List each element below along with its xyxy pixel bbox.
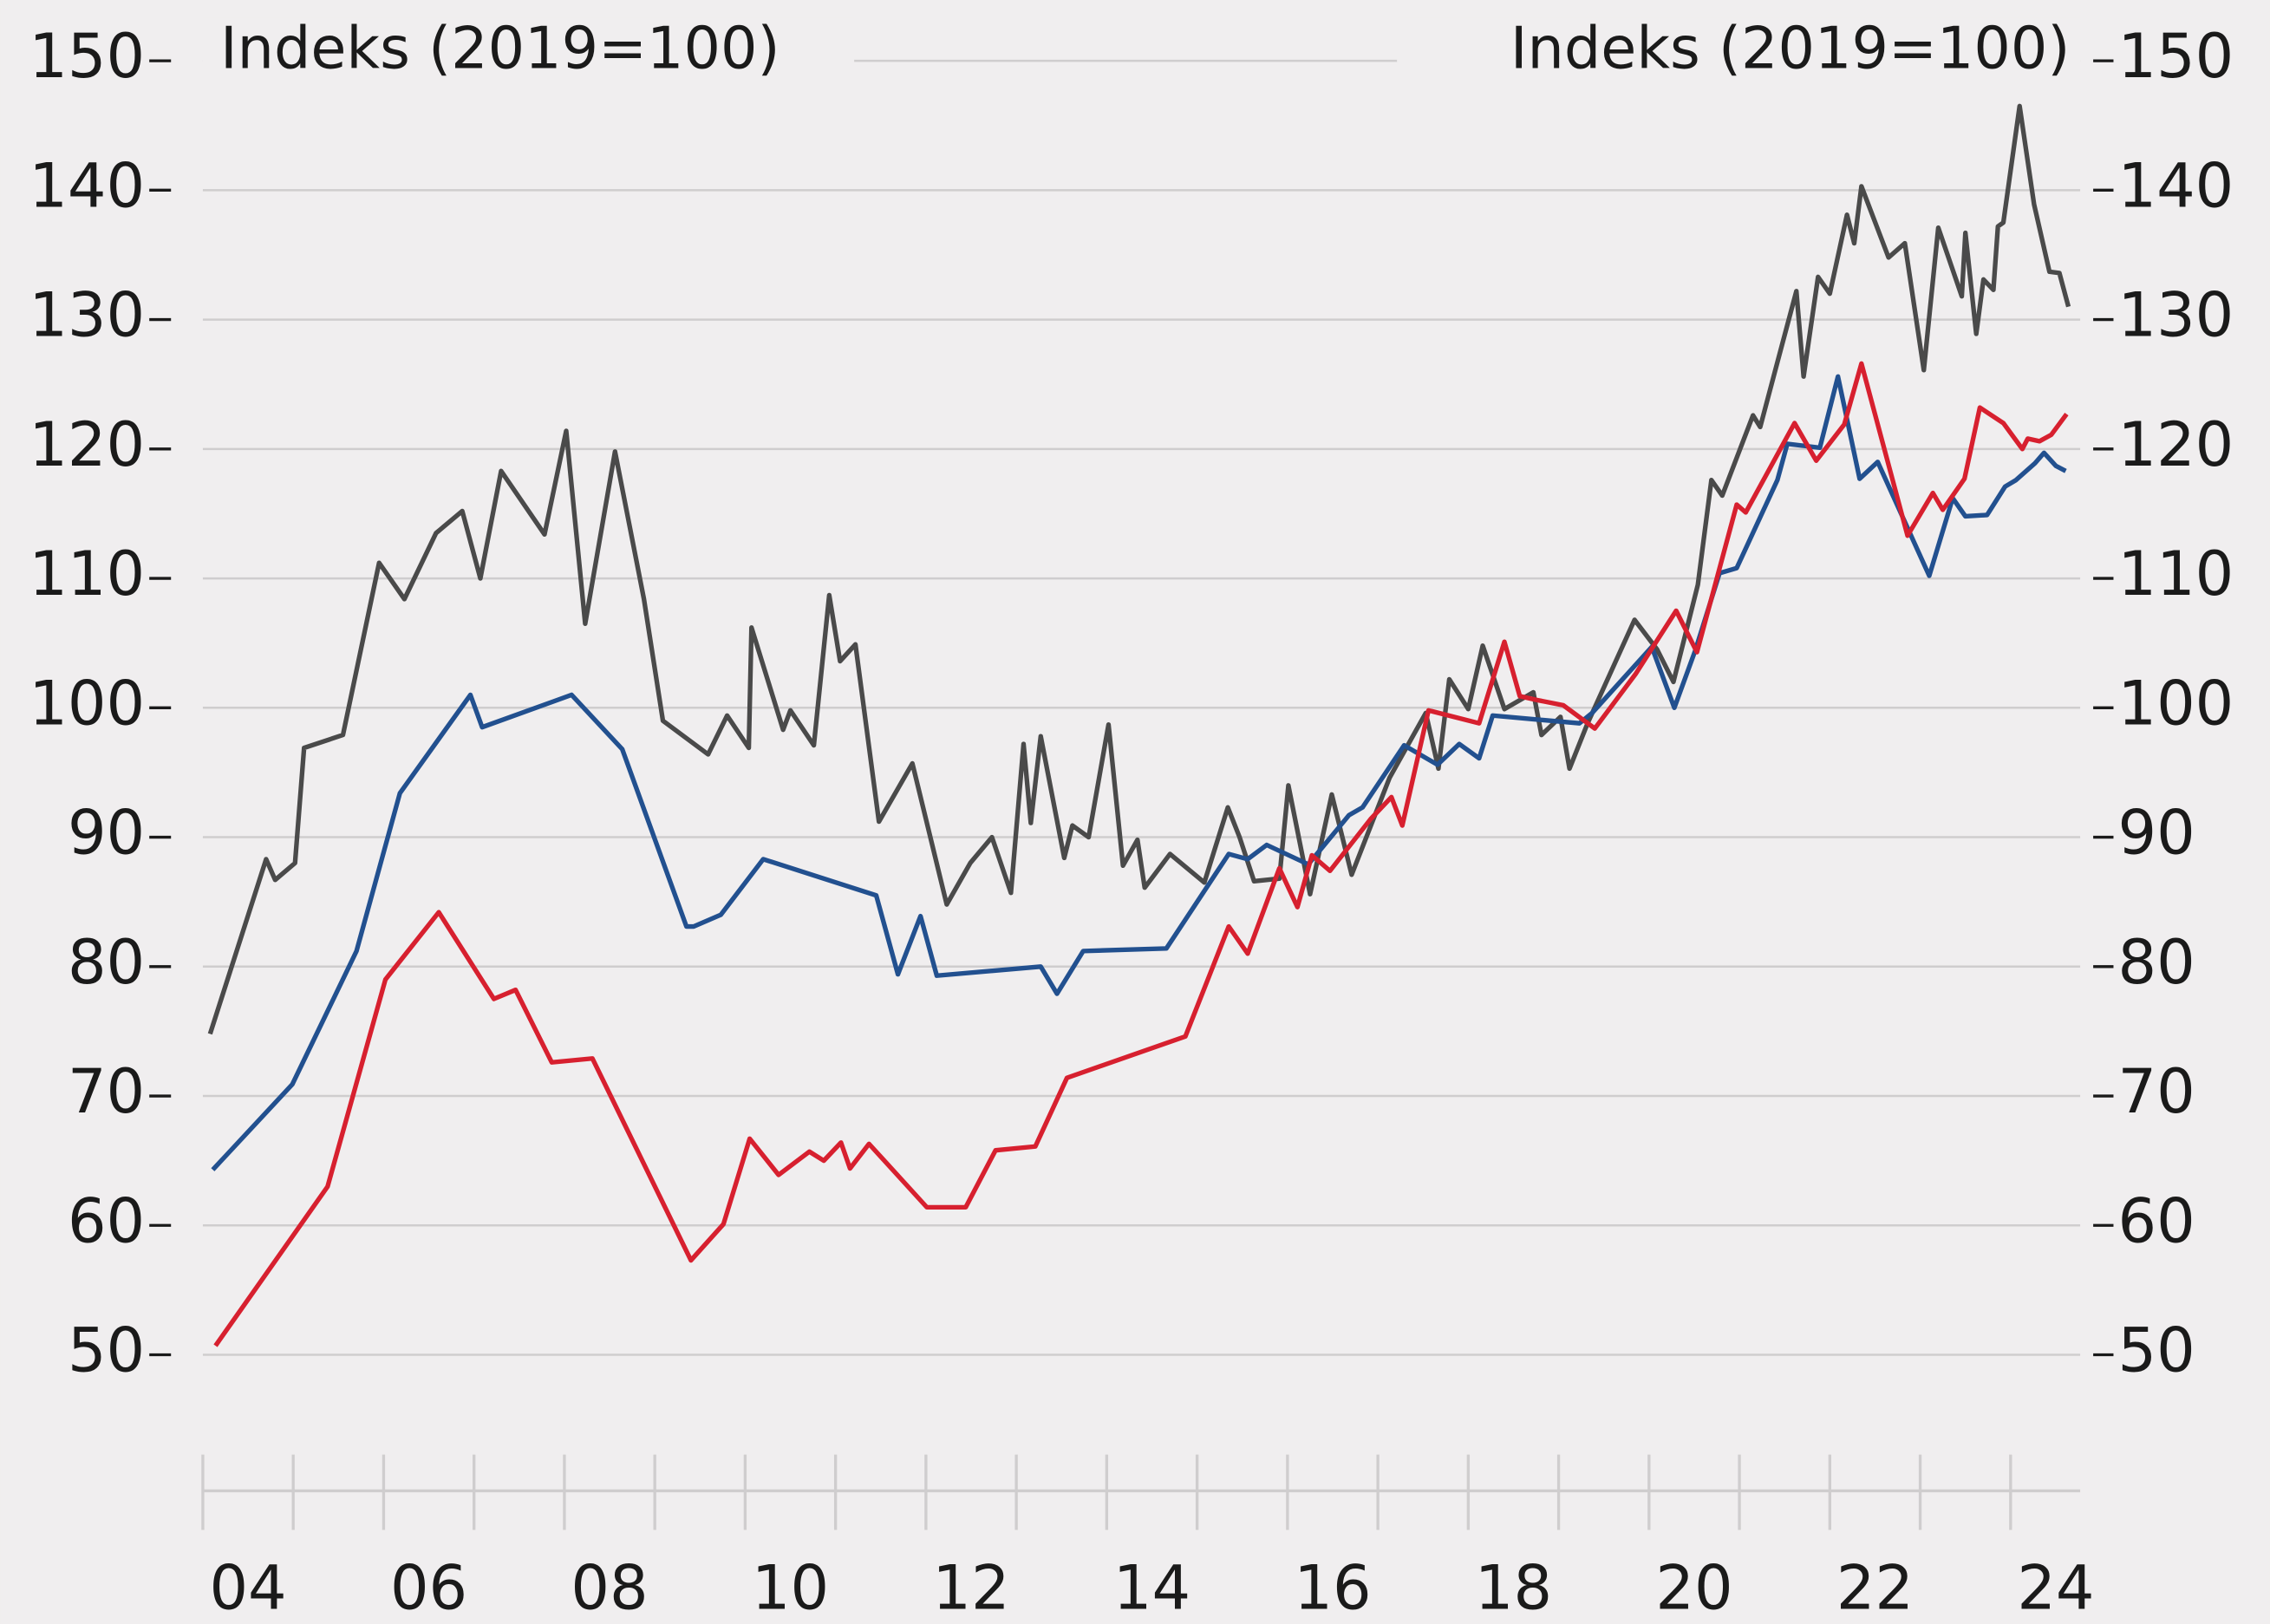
y-tick-label: 60 <box>68 1185 145 1256</box>
y2-tick-label: 70 <box>2117 1056 2195 1127</box>
y2-axis-title: Indeks (2019=100) <box>1510 15 2071 82</box>
series-line <box>213 361 2069 1347</box>
y2-tick-label: 110 <box>2117 538 2234 610</box>
x-tick-label: 18 <box>1475 1552 1552 1623</box>
y2-tick-label: 50 <box>2117 1315 2195 1386</box>
y-tick-label: 110 <box>29 538 145 610</box>
y-tick-label: 130 <box>29 280 145 351</box>
x-tick-label: 14 <box>1113 1552 1190 1623</box>
y2-tick-label: 100 <box>2117 668 2234 739</box>
x-tick-label: 08 <box>571 1552 648 1623</box>
y2-tick-label: 90 <box>2117 798 2195 869</box>
y2-tick-label: 80 <box>2117 927 2195 998</box>
y-tick-label: 70 <box>68 1056 145 1127</box>
x-tick-label: 12 <box>932 1552 1009 1623</box>
x-tick-label: 22 <box>1836 1552 1914 1623</box>
x-tick-label: 06 <box>390 1552 467 1623</box>
y2-tick-label: 60 <box>2117 1185 2195 1256</box>
y2-tick-label: 120 <box>2117 409 2234 480</box>
y-tick-label: 140 <box>29 150 145 221</box>
series-line <box>211 374 2067 1171</box>
series-line <box>207 103 2071 1035</box>
x-tick-label: 24 <box>2017 1552 2094 1623</box>
y-axis-title: Indeks (2019=100) <box>220 15 780 82</box>
x-tick-label: 16 <box>1294 1552 1371 1623</box>
y2-tick-label: 140 <box>2117 150 2234 221</box>
x-tick-label: 04 <box>209 1552 286 1623</box>
title-backdrop <box>1397 17 2081 105</box>
title-backdrop <box>202 17 855 105</box>
y-tick-label: 150 <box>29 21 145 92</box>
y-tick-label: 50 <box>68 1315 145 1386</box>
x-tick-label: 20 <box>1655 1552 1732 1623</box>
y2-tick-label: 130 <box>2117 280 2234 351</box>
y-tick-label: 90 <box>68 798 145 869</box>
y-tick-label: 120 <box>29 409 145 480</box>
x-tick-label: 10 <box>752 1552 829 1623</box>
y-tick-label: 80 <box>68 927 145 998</box>
y2-tick-label: 150 <box>2117 21 2234 92</box>
y-tick-label: 100 <box>29 668 145 739</box>
